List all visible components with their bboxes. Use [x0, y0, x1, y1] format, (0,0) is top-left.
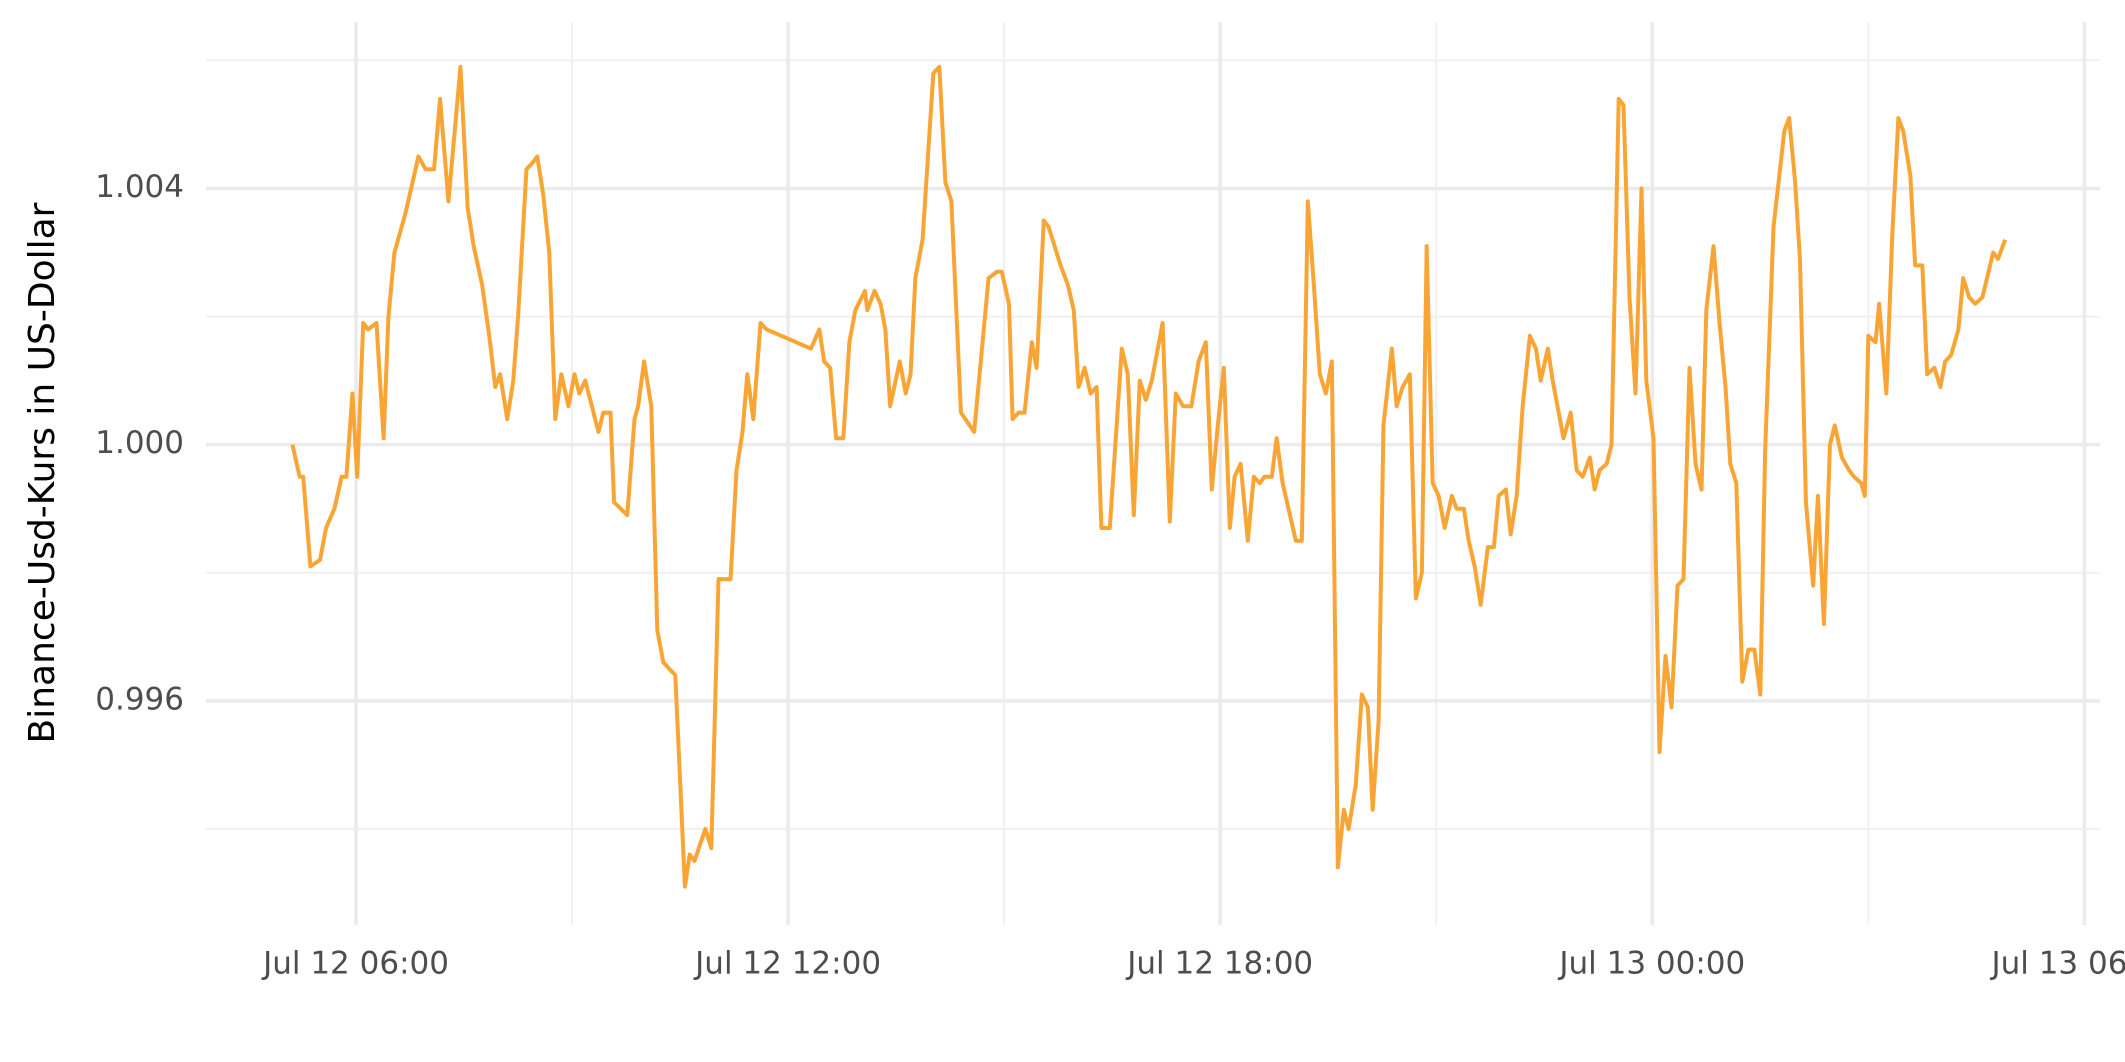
y-tick-label: 0.996: [95, 681, 184, 717]
x-tick-label: Jul 13 06:00: [1989, 946, 2125, 982]
price-line: [290, 64, 2008, 889]
y-axis-title: Binance-Usd-Kurs in US-Dollar: [22, 202, 63, 743]
x-tick-label: Jul 12 18:00: [1125, 946, 1313, 982]
y-tick-label: 1.000: [95, 425, 184, 461]
y-tick-label: 1.004: [95, 169, 184, 205]
x-tick-label: Jul 13 00:00: [1557, 946, 1745, 982]
x-tick-label: Jul 12 06:00: [261, 946, 449, 982]
grid: [206, 22, 2100, 925]
plot-lines: [290, 64, 2008, 889]
x-tick-label: Jul 12 12:00: [693, 946, 881, 982]
